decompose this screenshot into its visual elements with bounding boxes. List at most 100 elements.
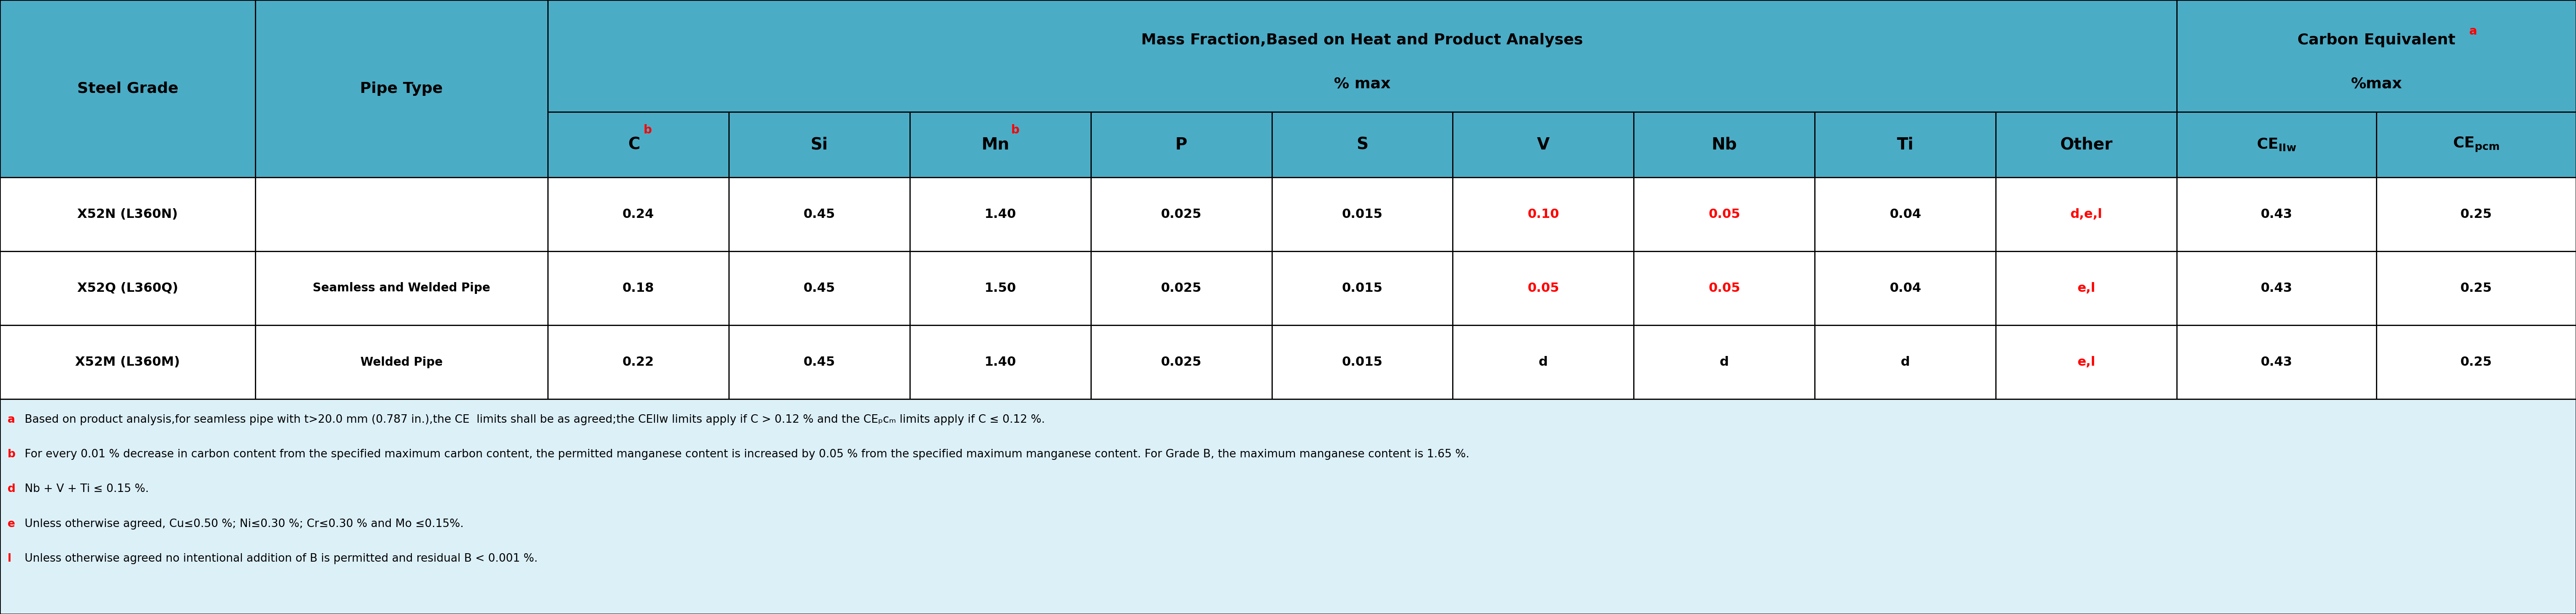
- Text: Based on product analysis,for seamless pipe with t>20.0 mm (0.787 in.),the CE  l: Based on product analysis,for seamless p…: [21, 414, 1046, 426]
- Text: Steel Pipe: Steel Pipe: [652, 311, 708, 350]
- Text: d: d: [1721, 356, 1728, 368]
- Text: 0.04: 0.04: [1888, 282, 1922, 294]
- Text: Steel Pipe: Steel Pipe: [155, 213, 211, 252]
- Bar: [1816, 177, 1996, 251]
- Text: Steel Pipe: Steel Pipe: [15, 366, 72, 405]
- Text: Unless otherwise agreed no intentional addition of B is permitted and residual B: Unless otherwise agreed no intentional a…: [21, 553, 538, 564]
- Text: Steel Pipe: Steel Pipe: [531, 530, 585, 570]
- Text: Steel Pipe: Steel Pipe: [1121, 163, 1177, 202]
- Text: 1.50: 1.50: [984, 282, 1015, 294]
- Text: Steel Pipe: Steel Pipe: [701, 395, 757, 435]
- Text: Steel Pipe: Steel Pipe: [1417, 406, 1473, 446]
- Bar: [2177, 325, 2378, 399]
- Text: Steel Pipe: Steel Pipe: [353, 322, 410, 362]
- Text: Steel Pipe: Steel Pipe: [984, 516, 1041, 555]
- Text: Steel Pipe: Steel Pipe: [1139, 340, 1195, 379]
- Text: Si: Si: [811, 136, 827, 153]
- Bar: [1633, 325, 1816, 399]
- Text: a: a: [8, 414, 15, 426]
- Bar: [1816, 325, 1996, 399]
- Text: % max: % max: [1334, 77, 1391, 91]
- Text: Steel Pipe: Steel Pipe: [690, 179, 747, 218]
- Bar: [1090, 112, 1273, 177]
- Text: 0.45: 0.45: [804, 282, 835, 294]
- Text: 0.04: 0.04: [1888, 208, 1922, 220]
- Bar: [0, 251, 255, 325]
- Text: Welded Pipe: Welded Pipe: [361, 356, 443, 368]
- Bar: [0, 177, 255, 251]
- Bar: [729, 251, 909, 325]
- Text: 0.05: 0.05: [1528, 282, 1558, 294]
- Text: Steel Pipe: Steel Pipe: [394, 578, 451, 614]
- Text: Steel Pipe: Steel Pipe: [77, 197, 134, 236]
- Text: 0.25: 0.25: [2460, 282, 2491, 294]
- Bar: [0, 399, 2576, 614]
- Text: d: d: [1901, 356, 1909, 368]
- Text: Steel Pipe: Steel Pipe: [131, 214, 188, 253]
- Text: Steel Pipe: Steel Pipe: [1886, 466, 1942, 505]
- Text: Steel Grade: Steel Grade: [77, 82, 178, 96]
- Bar: [255, 325, 549, 399]
- Bar: [1273, 251, 1453, 325]
- Bar: [549, 325, 729, 399]
- Bar: [1453, 177, 1633, 251]
- Text: Steel Pipe: Steel Pipe: [314, 286, 371, 325]
- Text: CE$_{\mathregular{pcm}}$: CE$_{\mathregular{pcm}}$: [2452, 136, 2499, 154]
- Text: 0.43: 0.43: [2262, 356, 2293, 368]
- Text: d: d: [1538, 356, 1548, 368]
- Text: Mn: Mn: [981, 136, 1010, 153]
- Text: Steel Pipe: Steel Pipe: [2347, 497, 2403, 536]
- Bar: [1273, 177, 1453, 251]
- Text: Steel Pipe: Steel Pipe: [2383, 298, 2437, 337]
- Text: Steel Pipe: Steel Pipe: [598, 258, 654, 298]
- Text: Steel Pipe: Steel Pipe: [2172, 228, 2228, 267]
- Bar: [729, 112, 909, 177]
- Text: 0.015: 0.015: [1342, 208, 1383, 220]
- Bar: [1816, 112, 1996, 177]
- Text: CE$_{\mathregular{IIw}}$: CE$_{\mathregular{IIw}}$: [2257, 137, 2298, 152]
- Bar: [2378, 325, 2576, 399]
- Text: Steel Pipe: Steel Pipe: [240, 472, 296, 511]
- Text: Steel Pipe: Steel Pipe: [2069, 330, 2123, 370]
- Text: 0.015: 0.015: [1342, 356, 1383, 368]
- Text: X52N (L360N): X52N (L360N): [77, 208, 178, 220]
- Bar: [909, 325, 1090, 399]
- Text: Steel Pipe: Steel Pipe: [1613, 306, 1669, 345]
- Bar: [1090, 325, 1273, 399]
- Text: %max: %max: [2352, 77, 2401, 91]
- Text: Steel Pipe: Steel Pipe: [1064, 438, 1118, 478]
- Text: Steel Pipe: Steel Pipe: [585, 573, 641, 613]
- Text: Steel Pipe: Steel Pipe: [2195, 502, 2251, 542]
- Bar: [1453, 325, 1633, 399]
- Text: Steel Pipe: Steel Pipe: [1785, 286, 1839, 325]
- Bar: [1996, 325, 2177, 399]
- Text: 0.25: 0.25: [2460, 356, 2491, 368]
- Bar: [1453, 112, 1633, 177]
- Bar: [549, 0, 2177, 112]
- Text: Steel Pipe: Steel Pipe: [327, 267, 384, 306]
- Text: e,l: e,l: [2076, 356, 2094, 368]
- Text: e: e: [8, 518, 15, 529]
- Text: Steel Pipe: Steel Pipe: [2329, 237, 2385, 276]
- Bar: [255, 177, 549, 251]
- Bar: [909, 251, 1090, 325]
- Text: Steel Pipe: Steel Pipe: [2532, 309, 2576, 348]
- Text: X52M (L360M): X52M (L360M): [75, 356, 180, 368]
- Text: Steel Pipe: Steel Pipe: [683, 539, 739, 578]
- Text: Steel Pipe: Steel Pipe: [206, 204, 263, 244]
- Bar: [2177, 112, 2378, 177]
- Text: V: V: [1538, 136, 1551, 153]
- Text: Steel Pipe: Steel Pipe: [1795, 368, 1852, 408]
- Text: Steel Pipe: Steel Pipe: [2334, 585, 2391, 614]
- Bar: [1996, 112, 2177, 177]
- Text: 0.025: 0.025: [1162, 282, 1200, 294]
- Bar: [1996, 251, 2177, 325]
- Bar: [1996, 177, 2177, 251]
- Text: C: C: [629, 136, 639, 153]
- Bar: [909, 112, 1090, 177]
- Text: X52Q (L360Q): X52Q (L360Q): [77, 282, 178, 294]
- Text: d,e,l: d,e,l: [2071, 208, 2102, 220]
- Text: Steel Pipe: Steel Pipe: [1141, 187, 1198, 227]
- Text: Seamless and Welded Pipe: Seamless and Welded Pipe: [312, 282, 489, 294]
- Bar: [2177, 177, 2378, 251]
